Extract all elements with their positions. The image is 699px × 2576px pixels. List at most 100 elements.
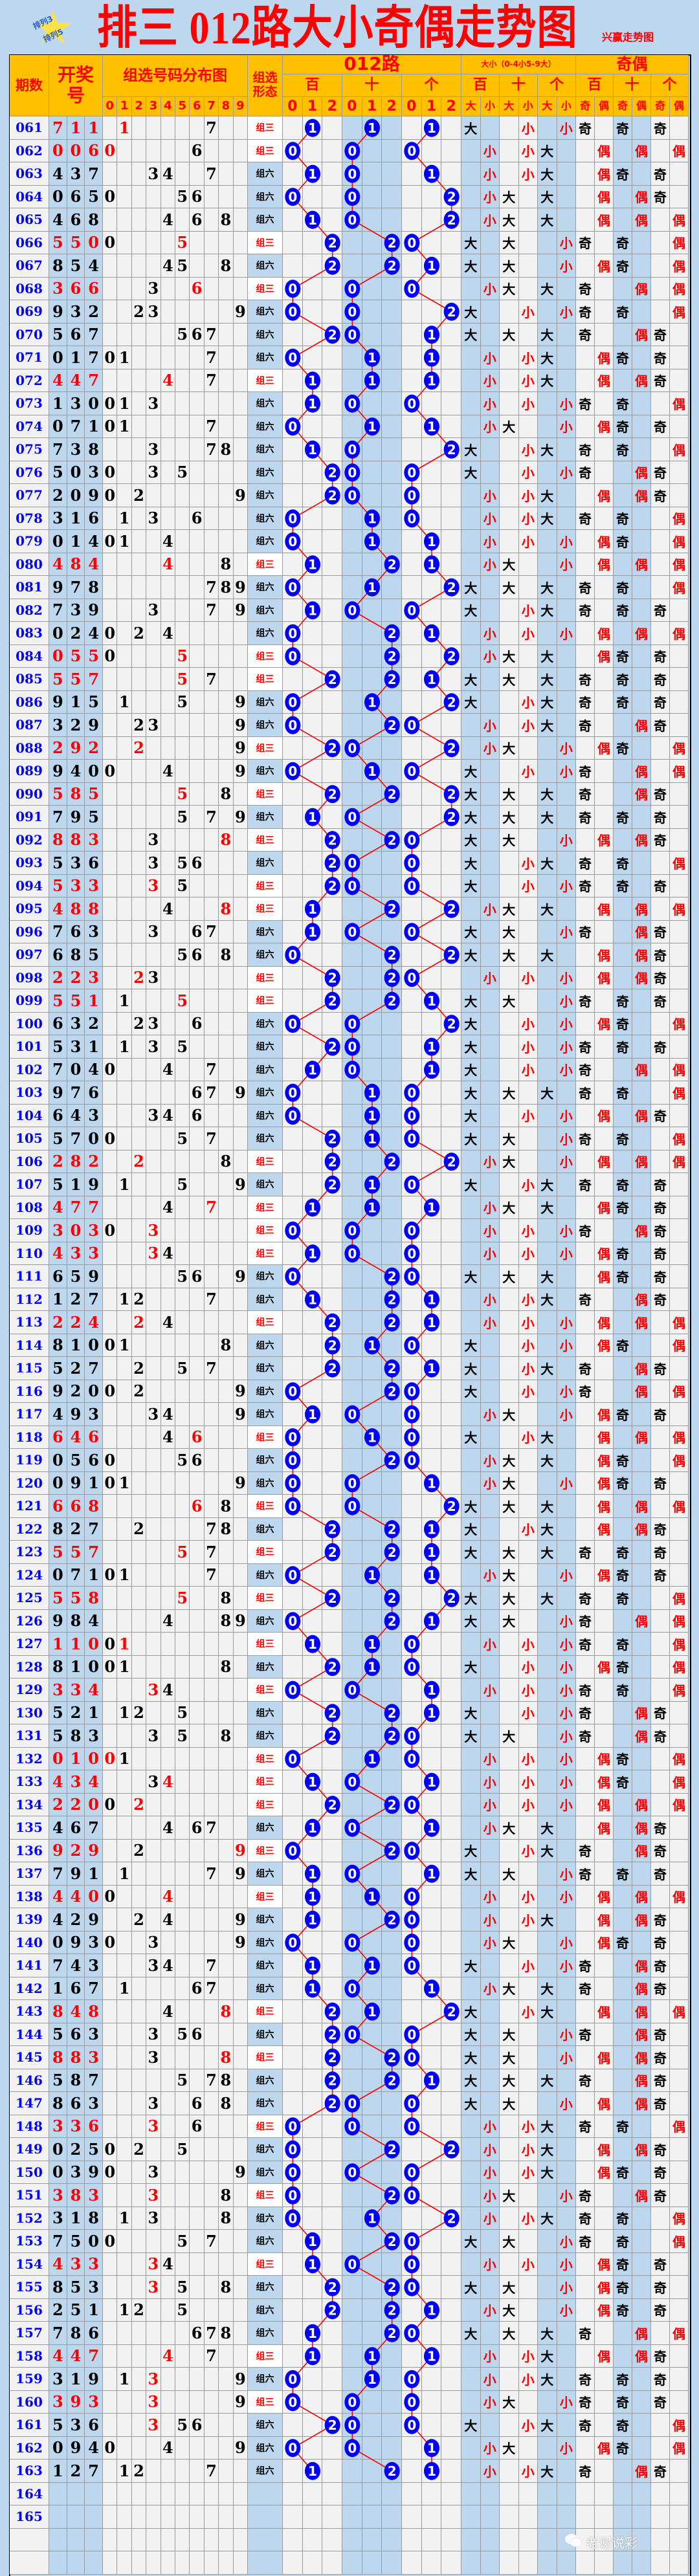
distribution-cell (233, 989, 248, 1013)
parity-cell (576, 2276, 595, 2299)
period-cell: 128 (10, 1655, 49, 1679)
distribution-cell (117, 1242, 132, 1265)
distribution-cell (233, 644, 248, 668)
parity-cell (576, 1517, 595, 1541)
route-cell (421, 323, 442, 346)
distribution-digit: 3 (146, 277, 161, 300)
distribution-cell (233, 1334, 248, 1357)
route-cell (382, 1609, 402, 1633)
size-cell (538, 1403, 557, 1426)
route-cell (302, 966, 323, 989)
size-mark: 大 (538, 1173, 557, 1196)
draw-digit: 8 (85, 2000, 103, 2023)
form-cell: 组三 (248, 828, 283, 852)
form-cell: 组六 (248, 346, 283, 369)
distribution-cell (233, 1311, 248, 1334)
period-cell: 165 (10, 2505, 49, 2529)
parity-cell (670, 2092, 689, 2115)
header-digit: 3 (146, 97, 161, 116)
parity-mark: 偶 (670, 2230, 689, 2253)
route-cell (421, 438, 442, 461)
route-cell (362, 644, 383, 668)
distribution-cell (219, 920, 234, 943)
parity-cell (614, 760, 632, 783)
parity-mark: 偶 (595, 1265, 614, 1288)
distribution-cell (161, 139, 175, 162)
draw-digit: 6 (67, 185, 85, 208)
distribution-cell (204, 1839, 219, 1862)
period-cell: 162 (10, 2436, 49, 2460)
size-cell (461, 2138, 481, 2161)
route-cell (402, 1701, 422, 1724)
size-cell (538, 1334, 557, 1357)
route-cell (283, 2138, 303, 2161)
size-mark: 大 (461, 1265, 481, 1288)
form-cell: 组六 (248, 1334, 283, 1357)
route-cell (441, 1242, 461, 1265)
distribution-digit: 1 (117, 1633, 132, 1656)
distribution-digit: 6 (190, 2023, 205, 2046)
route-cell (283, 1357, 303, 1380)
distribution-cell (190, 1679, 205, 1702)
draw-digit: 8 (67, 1609, 85, 1633)
distribution-digit: 1 (117, 690, 132, 714)
parity-mark: 奇 (614, 1633, 632, 1656)
form-cell: 组三 (248, 1839, 283, 1862)
parity-cell (576, 1908, 595, 1932)
draw-digit: 2 (67, 1793, 85, 1816)
draw-digit: 8 (49, 2000, 67, 2023)
parity-cell (614, 714, 632, 737)
route-cell (441, 2344, 461, 2368)
distribution-cell (146, 1265, 161, 1288)
size-cell (518, 828, 538, 852)
distribution-digit: 8 (219, 1517, 234, 1541)
size-mark: 大 (500, 1541, 519, 1564)
form-cell: 组三 (248, 874, 283, 897)
route-cell (362, 1701, 383, 1724)
parity-cell (670, 2344, 689, 2368)
distribution-cell (117, 1816, 132, 1840)
size-mark: 小 (518, 714, 538, 737)
form-cell: 组三 (248, 1770, 283, 1794)
draw-digit: 3 (67, 2414, 85, 2437)
route-cell (382, 162, 402, 186)
draw-digit: 2 (67, 966, 85, 989)
route-cell (322, 828, 342, 852)
draw-digit: 1 (85, 1471, 103, 1495)
parity-mark: 偶 (670, 1587, 689, 1610)
route-cell (283, 438, 303, 461)
distribution-cell (146, 644, 161, 668)
distribution-cell (103, 2482, 118, 2505)
distribution-digit: 7 (204, 2344, 219, 2368)
route-cell (283, 1816, 303, 1840)
route-cell (402, 438, 422, 461)
distribution-digit: 8 (219, 2276, 234, 2299)
size-mark: 大 (500, 2069, 519, 2092)
form-cell: 组三 (248, 782, 283, 806)
route-cell (302, 1471, 323, 1495)
distribution-cell (190, 874, 205, 897)
route-cell (322, 1219, 342, 1242)
distribution-digit: 0 (103, 530, 118, 553)
draw-digit: 0 (49, 346, 67, 369)
parity-mark: 奇 (614, 2414, 632, 2437)
draw-digit: 8 (67, 2322, 85, 2345)
route-cell (441, 828, 461, 852)
size-cell (518, 2390, 538, 2414)
route-cell (302, 920, 323, 943)
draw-digit: 4 (49, 1242, 67, 1265)
distribution-digit: 8 (219, 897, 234, 921)
form-cell: 组三 (248, 668, 283, 691)
form-cell: 组六 (248, 1517, 283, 1541)
route-cell (362, 231, 383, 254)
route-cell (362, 1587, 383, 1610)
parity-mark: 奇 (576, 1633, 595, 1656)
route-cell (421, 2115, 442, 2138)
parity-cell (670, 1701, 689, 1724)
size-cell (500, 300, 519, 324)
distribution-cell (131, 1954, 147, 1977)
route-cell (342, 989, 362, 1013)
distribution-digit: 9 (233, 1173, 248, 1196)
distribution-cell (161, 690, 175, 714)
draw-digit: 1 (85, 2298, 103, 2322)
